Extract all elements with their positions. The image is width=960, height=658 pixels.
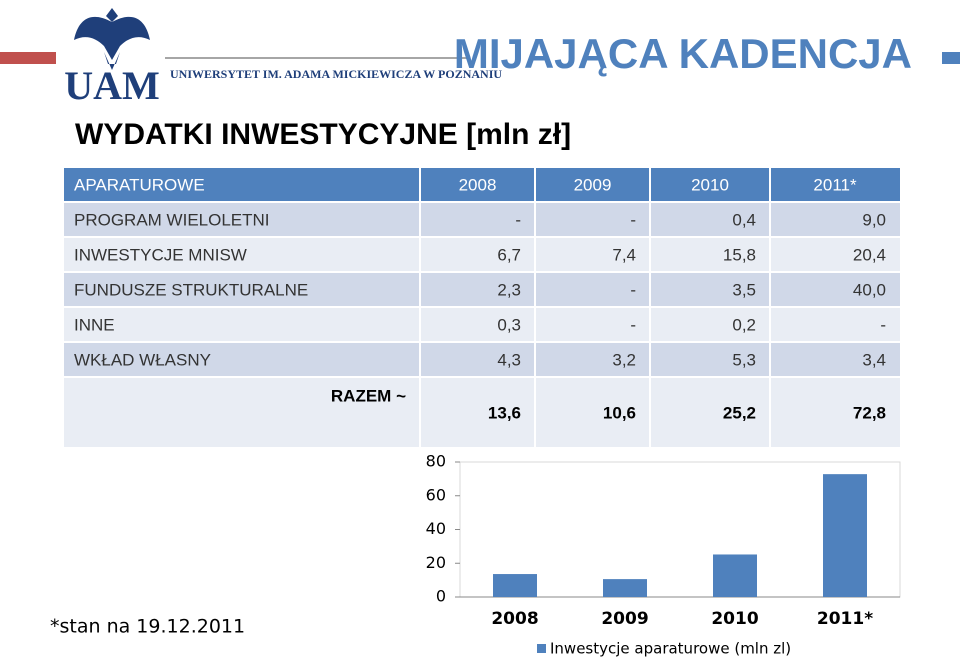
bar [493,574,537,597]
header-cell: APARATUROWE [74,175,205,194]
heading: WYDATKI INWESTYCYJNE [mln zł] [75,118,571,151]
header-cell: 2010 [691,175,729,194]
header-cell: 2011* [813,175,857,194]
table-cell: - [630,315,636,334]
table-cell: 0,2 [732,315,756,334]
table-cell: - [880,315,886,334]
footnote: *stan na 19.12.2011 [50,616,245,638]
table-cell: 7,4 [612,245,636,264]
x-tick-label: 2009 [601,609,648,629]
y-tick-label: 20 [426,553,446,572]
total-cell: RAZEM ~ [331,386,406,405]
table-cell: INNE [74,315,115,334]
header-cell: 2008 [459,175,497,194]
university-name: Uniwersytet im. Adama Mickiewicza w Pozn… [170,67,502,81]
x-tick-label: 2010 [711,609,758,629]
logo-eagle [74,8,150,70]
table-cell: 9,0 [862,210,886,229]
logo-text: UAM [64,63,160,108]
table-cell: - [630,280,636,299]
table-cell: 40,0 [853,280,886,299]
table-cell: 0,3 [497,315,521,334]
table-row [64,237,900,272]
table-cell: 5,3 [732,350,756,369]
y-tick-label: 40 [426,519,446,538]
table-cell: - [515,210,521,229]
slide-title: MIJAJĄCA KADENCJA [454,30,912,77]
table-cell: 15,8 [723,245,756,264]
table-cell: 3,4 [862,350,886,369]
total-row [64,377,900,447]
legend-label: Inwestycje aparaturowe (mln zl) [550,640,791,658]
total-cell: 25,2 [723,403,756,422]
table-header [64,168,900,202]
bar [823,474,867,597]
x-tick-label: 2011* [817,609,873,629]
legend-swatch [537,644,546,653]
bar [713,554,757,597]
bar [603,579,647,597]
y-tick-label: 80 [426,452,446,471]
table-row [64,307,900,342]
table-cell: 3,5 [732,280,756,299]
table-cell: WKŁAD WŁASNY [74,350,211,369]
table-cell: 20,4 [853,245,886,264]
y-tick-label: 0 [436,587,446,606]
table-cell: - [630,210,636,229]
x-tick-label: 2008 [491,609,538,629]
table-row [64,342,900,377]
table-cell: 6,7 [497,245,521,264]
table-cell: 3,2 [612,350,636,369]
table-cell: PROGRAM WIELOLETNI [74,210,270,229]
y-tick-label: 60 [426,485,446,504]
table-cell: INWESTYCJE MNISW [74,245,247,264]
table-row [64,272,900,307]
table-cell: 4,3 [497,350,521,369]
header-cell: 2009 [574,175,612,194]
total-cell: 72,8 [853,403,886,422]
table-cell: 0,4 [732,210,756,229]
red-bar [0,52,56,64]
blue-bar [942,52,960,64]
total-cell: 10,6 [603,403,636,422]
table-row [64,202,900,237]
total-cell: 13,6 [488,403,521,422]
table-cell: 2,3 [497,280,521,299]
table-cell: FUNDUSZE STRUKTURALNE [74,280,308,299]
